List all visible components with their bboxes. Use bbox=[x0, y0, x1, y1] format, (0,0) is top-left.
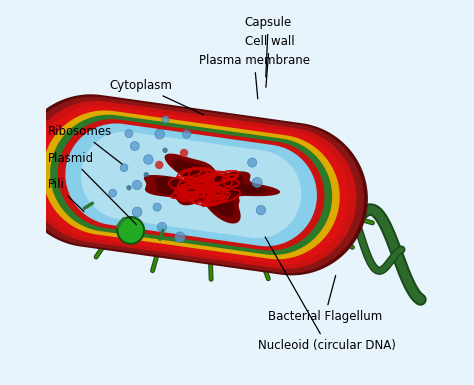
Polygon shape bbox=[144, 154, 280, 224]
Circle shape bbox=[252, 177, 262, 187]
Circle shape bbox=[130, 142, 139, 151]
Circle shape bbox=[155, 161, 164, 169]
Circle shape bbox=[132, 207, 142, 217]
Circle shape bbox=[144, 155, 153, 164]
Text: Cell wall: Cell wall bbox=[245, 35, 294, 87]
Text: Bacterial Flagellum: Bacterial Flagellum bbox=[268, 275, 382, 323]
Circle shape bbox=[118, 217, 144, 244]
Circle shape bbox=[247, 158, 257, 167]
Circle shape bbox=[109, 189, 117, 197]
Polygon shape bbox=[14, 94, 368, 275]
Polygon shape bbox=[58, 119, 325, 251]
Circle shape bbox=[144, 172, 149, 177]
Polygon shape bbox=[155, 160, 267, 217]
Text: Pili: Pili bbox=[48, 178, 84, 212]
Text: Cytoplasm: Cytoplasm bbox=[109, 79, 204, 115]
Polygon shape bbox=[43, 110, 340, 259]
Circle shape bbox=[126, 185, 132, 190]
Circle shape bbox=[180, 149, 188, 157]
Circle shape bbox=[120, 164, 128, 172]
Text: Capsule: Capsule bbox=[245, 16, 292, 77]
Text: Nucleoid (circular DNA): Nucleoid (circular DNA) bbox=[258, 237, 396, 352]
Circle shape bbox=[123, 226, 131, 234]
Circle shape bbox=[163, 147, 168, 153]
Polygon shape bbox=[65, 124, 317, 246]
Circle shape bbox=[182, 130, 191, 138]
Polygon shape bbox=[18, 97, 364, 273]
Polygon shape bbox=[26, 101, 356, 269]
Circle shape bbox=[157, 223, 167, 232]
Polygon shape bbox=[50, 115, 332, 255]
Circle shape bbox=[132, 180, 142, 190]
Circle shape bbox=[155, 129, 164, 139]
Polygon shape bbox=[33, 105, 349, 264]
Polygon shape bbox=[81, 132, 301, 238]
Circle shape bbox=[162, 116, 169, 123]
Circle shape bbox=[256, 206, 265, 215]
Text: Ribosomes: Ribosomes bbox=[48, 125, 122, 164]
Circle shape bbox=[153, 203, 161, 211]
Text: Plasma membrane: Plasma membrane bbox=[199, 54, 310, 99]
Text: Plasmid: Plasmid bbox=[48, 152, 137, 224]
Circle shape bbox=[125, 130, 133, 137]
Circle shape bbox=[174, 232, 185, 243]
